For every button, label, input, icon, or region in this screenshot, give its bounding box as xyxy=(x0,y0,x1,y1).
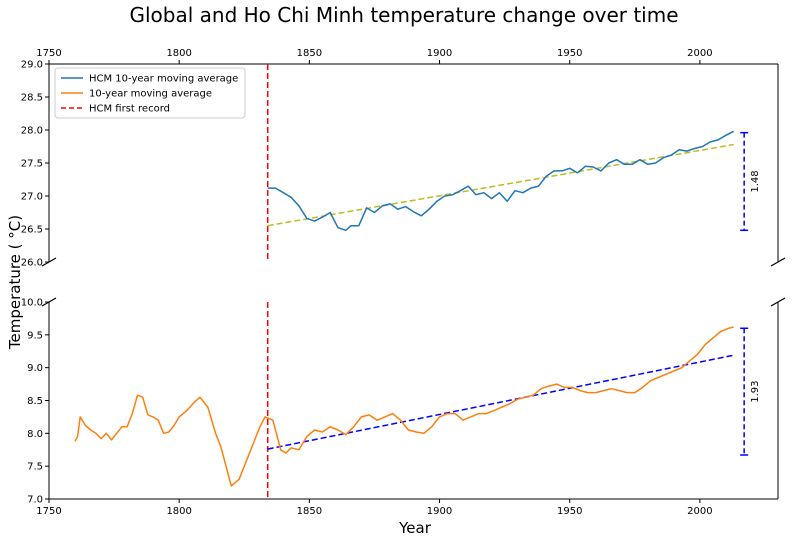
series-line xyxy=(74,326,734,487)
x-tick-label: 1750 xyxy=(36,506,61,517)
trend-line xyxy=(267,354,734,450)
y-tick-label: 26.5 xyxy=(21,225,43,236)
series-line xyxy=(267,130,735,232)
x-tick-label: 1950 xyxy=(557,506,582,517)
legend-label: HCM first record xyxy=(89,104,170,115)
y-tick-label: 29.0 xyxy=(21,60,43,71)
trend-line xyxy=(267,143,734,227)
axis-break-mark xyxy=(770,297,786,307)
x-tick-label: 1800 xyxy=(166,506,191,517)
y-tick-label: 28.5 xyxy=(21,93,43,104)
x-tick-label: 1900 xyxy=(427,506,452,517)
y-tick-label: 27.5 xyxy=(21,159,43,170)
range-marker-label: 1.48 xyxy=(750,170,761,192)
x-tick-label: 2000 xyxy=(687,506,712,517)
x-tick-label: 1800 xyxy=(166,48,191,59)
y-tick-label: 27.0 xyxy=(21,192,43,203)
x-tick-label: 1750 xyxy=(36,48,61,59)
y-axis-label: Temperature ( °C) xyxy=(6,215,24,350)
legend-label: HCM 10-year moving average xyxy=(89,74,238,85)
chart-title: Global and Ho Chi Minh temperature chang… xyxy=(129,3,678,27)
x-axis-label: Year xyxy=(398,519,432,537)
y-tick-label: 7.0 xyxy=(27,495,43,506)
legend: HCM 10-year moving average 10-year moving… xyxy=(54,67,246,119)
y-tick-label: 7.5 xyxy=(27,462,43,473)
y-tick-label: 9.0 xyxy=(27,363,43,374)
axis-break-mark xyxy=(41,257,57,267)
y-tick-label: 8.5 xyxy=(27,396,43,407)
x-tick-label: 2000 xyxy=(687,48,712,59)
axis-break-mark xyxy=(41,297,57,307)
range-marker-label: 1.93 xyxy=(750,381,761,403)
legend-box xyxy=(54,67,246,119)
x-tick-label: 1950 xyxy=(557,48,582,59)
y-tick-label: 8.0 xyxy=(27,429,43,440)
y-tick-label: 9.5 xyxy=(27,330,43,341)
axis-break-mark xyxy=(770,257,786,267)
y-tick-label: 28.0 xyxy=(21,126,43,137)
lower-panel: 7.0 7.5 8.0 8.5 9.0 9.5 10.0 1750 1800 1850 1900 19… xyxy=(21,297,786,517)
legend-label: 10-year moving average xyxy=(89,89,212,100)
y-tick-label: 10.0 xyxy=(21,298,43,309)
x-tick-label: 1850 xyxy=(297,506,322,517)
x-tick-label: 1850 xyxy=(297,48,322,59)
y-tick-label: 26.0 xyxy=(21,258,43,269)
x-tick-label: 1900 xyxy=(427,48,452,59)
